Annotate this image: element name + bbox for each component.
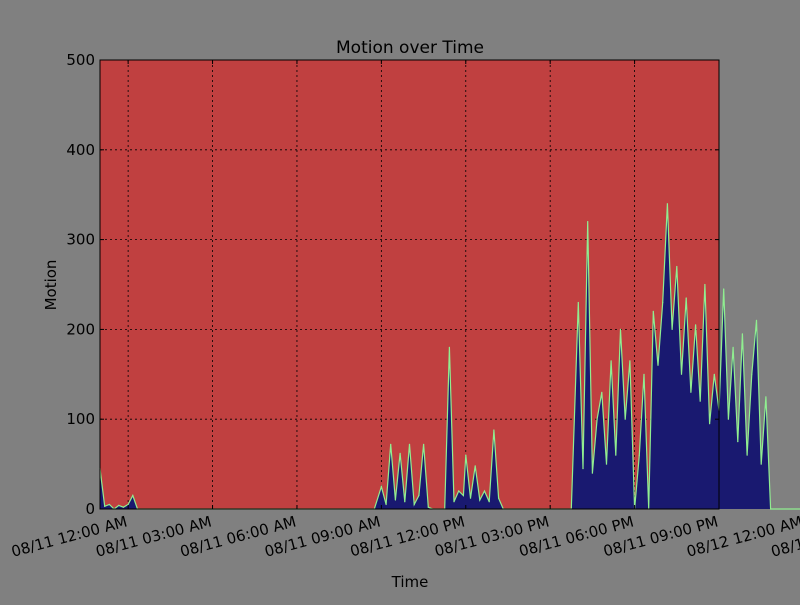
data-point bbox=[582, 468, 584, 470]
data-point bbox=[755, 319, 758, 321]
data-point bbox=[479, 499, 481, 501]
data-point bbox=[723, 288, 725, 290]
data-point bbox=[765, 396, 767, 398]
y-tick-label: 200 bbox=[66, 320, 95, 338]
y-tick-label: 300 bbox=[66, 231, 95, 249]
data-point bbox=[699, 400, 701, 402]
grid-lines bbox=[100, 60, 720, 509]
data-point bbox=[624, 418, 626, 420]
data-point bbox=[666, 203, 669, 205]
data-point bbox=[662, 301, 664, 304]
data-point bbox=[385, 503, 387, 506]
data-point bbox=[629, 360, 631, 362]
chart-title: Motion over Time bbox=[336, 38, 484, 58]
data-point bbox=[394, 499, 396, 501]
data-point bbox=[483, 490, 486, 492]
data-point bbox=[462, 494, 464, 497]
data-point bbox=[474, 465, 476, 467]
data-point bbox=[427, 506, 429, 508]
y-axis-label: Motion bbox=[42, 260, 60, 311]
data-point bbox=[732, 346, 734, 348]
x-axis-label: Time bbox=[391, 573, 429, 591]
data-point bbox=[488, 501, 490, 503]
data-point bbox=[704, 283, 706, 286]
y-tick-label: 0 bbox=[85, 500, 95, 518]
data-point bbox=[690, 391, 692, 393]
data-point bbox=[657, 364, 659, 366]
data-point bbox=[448, 346, 450, 348]
data-point bbox=[465, 454, 467, 456]
data-point bbox=[695, 324, 697, 326]
data-point bbox=[493, 429, 495, 431]
data-point bbox=[751, 373, 753, 375]
motion-fill-area bbox=[100, 203, 800, 509]
data-point bbox=[104, 505, 106, 507]
data-point bbox=[671, 328, 673, 330]
data-point bbox=[399, 452, 401, 454]
plot-frame bbox=[99, 59, 720, 510]
data-point bbox=[469, 497, 472, 499]
data-point bbox=[132, 494, 134, 497]
data-point bbox=[458, 490, 460, 492]
motion-series-line bbox=[99, 203, 800, 510]
data-point bbox=[577, 301, 579, 304]
data-point bbox=[680, 373, 683, 375]
data-point bbox=[760, 463, 762, 465]
data-point bbox=[615, 454, 617, 456]
data-point bbox=[601, 391, 603, 393]
data-point bbox=[605, 463, 608, 465]
data-point bbox=[746, 454, 748, 456]
data-point bbox=[118, 504, 120, 506]
data-point bbox=[737, 441, 739, 443]
data-point bbox=[418, 494, 420, 497]
y-tick-label: 100 bbox=[66, 410, 95, 428]
y-tick-label: 400 bbox=[66, 141, 95, 159]
data-point bbox=[713, 373, 715, 375]
data-point bbox=[676, 265, 678, 268]
data-point bbox=[610, 360, 612, 362]
data-point bbox=[453, 501, 455, 503]
data-point bbox=[380, 486, 382, 488]
data-point bbox=[741, 333, 744, 335]
data-point bbox=[727, 418, 730, 420]
data-point bbox=[685, 297, 687, 299]
data-point bbox=[408, 443, 411, 445]
data-point bbox=[498, 497, 500, 499]
data-point bbox=[652, 310, 654, 312]
data-point bbox=[423, 443, 425, 445]
data-point bbox=[643, 373, 645, 375]
data-point bbox=[596, 418, 598, 420]
y-axis: 0 100 200 300 400 500 bbox=[66, 51, 719, 518]
data-point bbox=[404, 501, 406, 503]
data-point bbox=[390, 443, 392, 445]
data-point bbox=[127, 503, 129, 506]
data-point bbox=[587, 221, 589, 223]
data-point bbox=[709, 423, 711, 425]
data-point bbox=[770, 508, 772, 510]
data-point bbox=[638, 454, 640, 456]
data-point bbox=[122, 506, 124, 508]
plot-area bbox=[100, 60, 719, 509]
data-point bbox=[591, 472, 594, 474]
y-tick-label: 500 bbox=[66, 51, 95, 69]
data-point bbox=[413, 503, 415, 506]
data-point bbox=[619, 328, 622, 330]
data-points bbox=[99, 203, 772, 510]
data-point bbox=[108, 503, 110, 506]
